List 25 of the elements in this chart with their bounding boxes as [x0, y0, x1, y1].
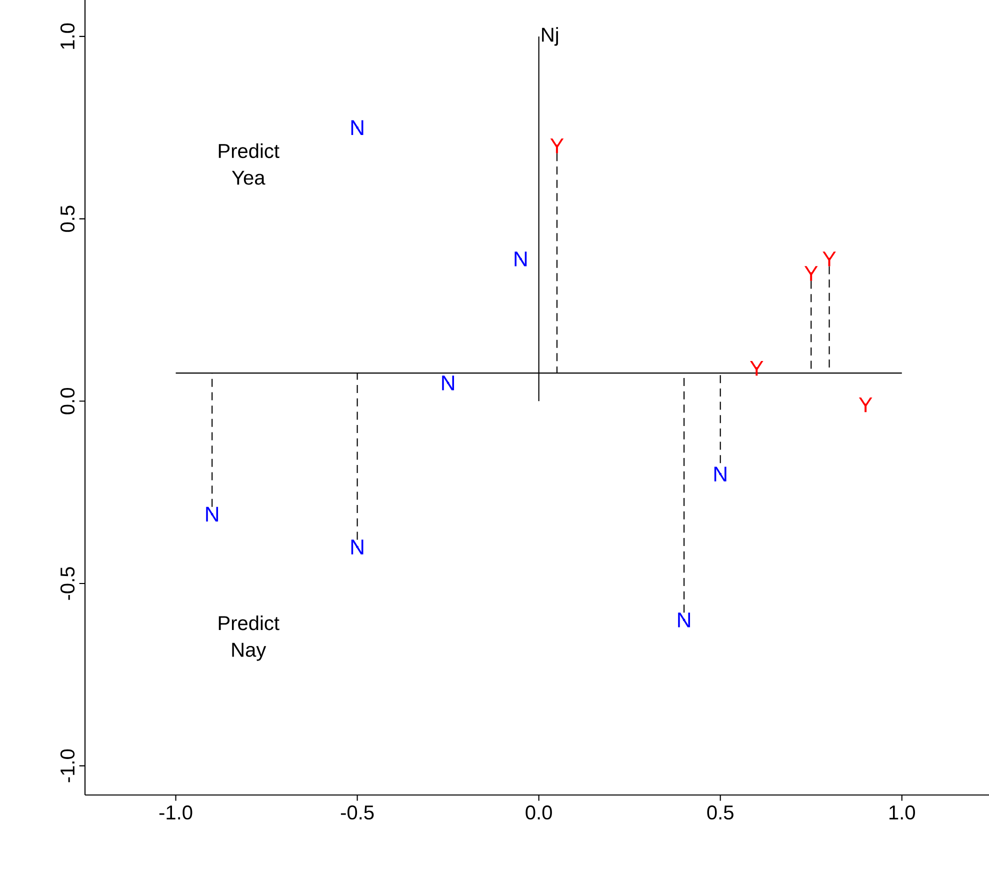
- text: N: [442, 376, 454, 390]
- x-tick-label: -1.0: [159, 805, 192, 820]
- text: Y: [858, 397, 872, 412]
- y-tick-label: 1.0: [60, 23, 75, 49]
- series-label: N: [514, 252, 527, 266]
- x-tick-label: 1.0: [890, 805, 915, 820]
- text: N: [206, 506, 218, 522]
- y-tick-label: -0.5: [60, 567, 75, 600]
- x-tick-label: -0.5: [340, 805, 374, 820]
- annotation: Predict Nay: [218, 616, 280, 661]
- y-tick-label: -1.0: [60, 749, 75, 782]
- text: Y: [750, 360, 764, 376]
- text: Y: [550, 138, 564, 154]
- x-tick-label: 0.0: [526, 805, 552, 820]
- text: Y: [804, 266, 818, 281]
- annotation: Nj: [542, 27, 558, 46]
- text: N: [351, 540, 364, 554]
- y-tick-label: 0.5: [60, 206, 75, 232]
- text: N: [351, 120, 364, 135]
- annotation: Predict Yea: [218, 143, 280, 185]
- y-tick-label: 0.0: [60, 388, 75, 414]
- x-tick-label: 0.5: [707, 805, 734, 820]
- text: N: [714, 466, 726, 482]
- series-label: Y: [822, 252, 836, 266]
- text: N: [678, 612, 690, 628]
